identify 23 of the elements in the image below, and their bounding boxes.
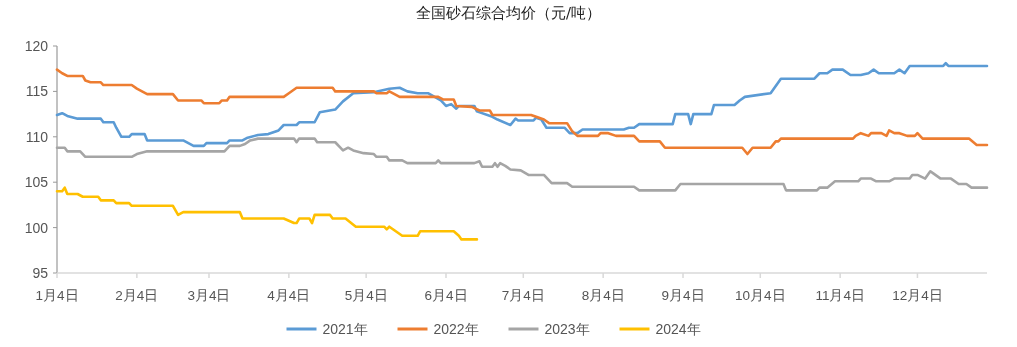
legend-label: 2022年 — [433, 321, 479, 337]
xtick: 5月4日 — [344, 288, 388, 303]
legend-label: 2024年 — [655, 321, 701, 337]
ytick: 120 — [24, 38, 48, 54]
xtick: 2月4日 — [115, 288, 159, 303]
ytick: 95 — [32, 265, 48, 281]
xtick: 1月4日 — [35, 288, 79, 303]
legend-label: 2023年 — [544, 321, 590, 337]
xtick: 11月4日 — [815, 288, 865, 303]
xtick: 9月4日 — [661, 288, 705, 303]
title: 全国砂石综合均价（元/吨） — [415, 4, 602, 22]
xtick: 4月4日 — [267, 288, 311, 303]
ytick: 110 — [25, 128, 48, 145]
ytick: 115 — [25, 83, 48, 100]
xtick: 12月4日 — [892, 288, 943, 303]
xtick: 6月4日 — [424, 288, 468, 303]
xtick: 7月4日 — [501, 288, 545, 303]
ytick: 100 — [24, 219, 48, 236]
ytick: 105 — [24, 174, 48, 191]
xtick: 8月4日 — [581, 288, 625, 303]
xtick: 10月4日 — [735, 288, 786, 303]
xtick: 3月4日 — [187, 288, 231, 303]
legend-label: 2021年 — [322, 321, 368, 337]
